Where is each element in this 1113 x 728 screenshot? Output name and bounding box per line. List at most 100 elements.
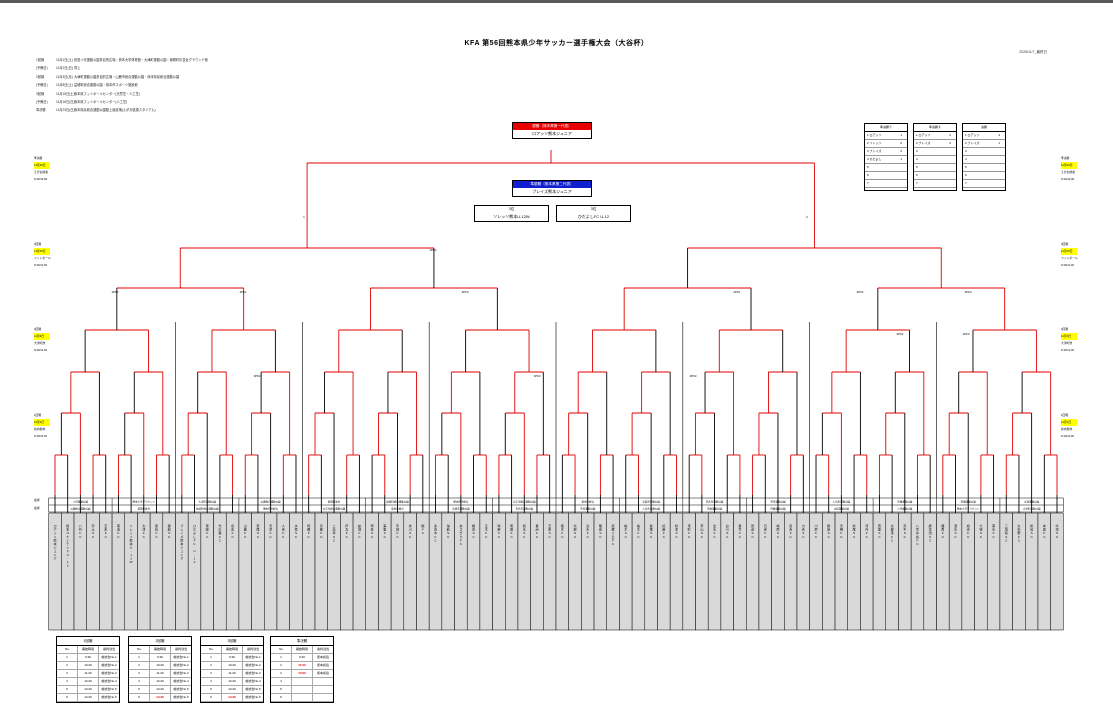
schedule-table-header-cell: 開始時間 — [150, 646, 171, 653]
team-name: 河内 F C — [865, 523, 868, 539]
team-name: 和水 S C — [523, 523, 527, 539]
third-place-label: 3位 — [508, 207, 515, 211]
team-name: あさぎり F C — [459, 523, 462, 546]
schedule-table-cell: 前試合No.6 — [173, 695, 189, 699]
team-name: 益城 F C — [358, 523, 361, 539]
result-row: 1 ロアッソ 3 — [963, 132, 1005, 140]
schedule-table-title: 2回戦 — [129, 637, 191, 646]
team-name: 泗水 S C — [954, 523, 958, 539]
result-row: 4 — [963, 156, 1005, 164]
schedule-table-cell: 13:30 — [150, 686, 171, 693]
result-table: 準決勝① 1 ロアッソ 1 2 ソレッソ 0 3 ブレイズ 2 4 ひだよし 1 5 6 7 — [864, 123, 908, 191]
runner-up-box: 準優勝（熊本県第二代表） ブレイズ熊本ジュニア — [512, 180, 592, 197]
side-label-right: 1回戦 11月1日 県内各地 9:30/11:30 — [1061, 412, 1077, 440]
team-name: ロアッソ熊本ジュニア — [53, 524, 56, 560]
schedule-table-cell: 前試合No.5 — [245, 687, 261, 691]
team-name: 託麻 F C — [662, 523, 666, 539]
schedule-table-cell: 5 — [271, 686, 292, 693]
schedule-table: 1回戦 No 開始時間 審判割当 1 9:30 前試合No.1 2 10:30 前試合No.2 3 1… — [56, 636, 120, 703]
schedule-row: (予備日) 11月2日(日)同上 — [36, 64, 208, 72]
semi-mark: 2 — [806, 215, 808, 219]
side-label-line: 2回戦 — [34, 327, 42, 331]
schedule-row: 2回戦 11月3日(月)大津町運動公園多目的広場・山鹿市総合運動公園・熊本県民総合… — [36, 73, 208, 81]
schedule-row: (予備日) 11月16日(日)熊本県フットボールセンター(人工芝) — [36, 98, 208, 106]
schedule-table-cell: 14:30 — [150, 694, 171, 701]
team-name: 高森 F C — [320, 523, 324, 539]
team-name: 七城 S C — [979, 523, 982, 539]
team-name: 東町 F C — [688, 523, 691, 539]
team-name: 城南 S C — [776, 523, 779, 539]
team-name: 田迎 S C — [751, 524, 754, 539]
top-bar — [0, 0, 1113, 3]
result-row: 5 — [914, 164, 956, 172]
schedule-table-cell: 熊本県協 — [316, 671, 329, 675]
champion-label: 優勝（熊本県第一代表） — [513, 123, 591, 130]
schedule-table-cell: 6 — [201, 694, 222, 701]
schedule-table-cell: 10:30 — [78, 662, 99, 669]
result-score: 1 — [900, 157, 902, 161]
side-label-line: フットボール — [34, 256, 51, 260]
schedule-table-cell: 3 — [271, 670, 292, 677]
side-label-left: 2回戦 11月3日 大津町他 9:30/11:30 — [34, 326, 50, 354]
side-label-line: 11月3日 — [1061, 333, 1077, 340]
team-name: ソレッソ熊本 U -1 2 W — [130, 524, 133, 564]
champion-name: ロアッソ熊本ジュニア — [532, 131, 572, 136]
schedule-venue: 同上 — [74, 66, 81, 71]
side-label-left: 準決勝 11月23日 えがお健康 9:30/13:00 — [34, 155, 50, 183]
team-name: 阿蘇 F C — [307, 523, 310, 539]
side-label-line: 大津町他 — [1061, 341, 1073, 345]
side-label-line: 準決勝 — [34, 156, 43, 160]
team-name: 菊陽 F C — [206, 523, 209, 539]
team-name: 菊池 F C — [117, 523, 120, 539]
schedule-table-title: 3回戦 — [201, 637, 263, 646]
runner-up-name: ブレイズ熊本ジュニア — [532, 189, 572, 194]
schedule-table-cell: 3 — [57, 670, 78, 677]
side-label-line: 11月3日 — [34, 333, 50, 340]
side-label-line: 準決勝 — [1061, 156, 1070, 160]
team-name: 麻生田 S C — [929, 523, 933, 542]
schedule-table-cell: 前試合No.1 — [173, 655, 189, 659]
schedule-table-row: 3 11:30 前試合No.3 — [129, 670, 191, 678]
schedule-table-title: 1回戦 — [57, 637, 119, 646]
schedule-table-cell: 12:30 — [222, 678, 243, 685]
schedule-table-cell: 11:30 — [222, 670, 243, 677]
schedule-table-cell: 11:30 — [78, 670, 99, 677]
schedule-row: (予備日) 11月8日(土)益城町総合運動公園・熊本市スポーツ施設他 — [36, 81, 208, 89]
schedule-table-row: 2 10:30 前試合No.2 — [129, 662, 191, 670]
team-name: 御船 S C — [168, 523, 171, 539]
schedule-table-row: 2 10:30 前試合No.2 — [57, 662, 119, 670]
team-name: 富合 F C — [789, 523, 792, 539]
team-name: 北部 S C — [573, 523, 577, 539]
pk-mark: 2PK1 — [240, 290, 247, 294]
team-name: 秋津 S C — [675, 523, 678, 539]
schedule-table-header: No 開始時間 審判割当 — [271, 646, 333, 654]
schedule-table-cell — [292, 678, 313, 685]
schedule-table-cell: 5 — [57, 686, 78, 693]
side-label-line: えがお健康 — [1061, 170, 1075, 174]
semi-mark: 1 — [303, 215, 305, 219]
result-row: 6 — [914, 172, 956, 180]
schedule-table-cell: 前試合No.1 — [101, 655, 117, 659]
result-table-title: 準決勝② — [914, 124, 956, 132]
pk-mark: 3PK2 — [254, 374, 261, 378]
side-label-right: 2回戦 11月3日 大津町他 9:30/11:30 — [1061, 326, 1077, 354]
side-label-line: 9:30/13:00 — [34, 177, 48, 181]
team-name: 相良 S C — [472, 523, 475, 539]
schedule-table-header-cell: No — [201, 646, 222, 653]
team-name: 長洲 F C — [535, 523, 538, 539]
team-name: 八景水谷 F C — [916, 524, 920, 546]
schedule-table-cell: 前試合No.5 — [101, 687, 117, 691]
team-name: 光の森 F C — [218, 523, 222, 542]
result-row: 2 ブレイズ 0 — [914, 140, 956, 148]
team-name: 荒尾 S C — [256, 523, 259, 539]
schedule-table-cell: 10:30 — [222, 662, 243, 669]
result-score: 1 — [998, 141, 1000, 145]
team-name: 龍南 F C — [941, 523, 944, 539]
result-score: 2 — [900, 149, 902, 153]
result-table: 準決勝② 1 ロアッソ 2 2 ブレイズ 0 3 4 5 6 7 — [913, 123, 957, 191]
side-label-line: 9:30/11:30 — [34, 348, 48, 352]
schedule-round: (予備日) — [36, 83, 48, 88]
result-row: 2 ブレイズ 1 — [963, 140, 1005, 148]
schedule-table-cell: 1 — [129, 654, 150, 661]
side-label-line: 1回戦 — [1061, 413, 1069, 417]
